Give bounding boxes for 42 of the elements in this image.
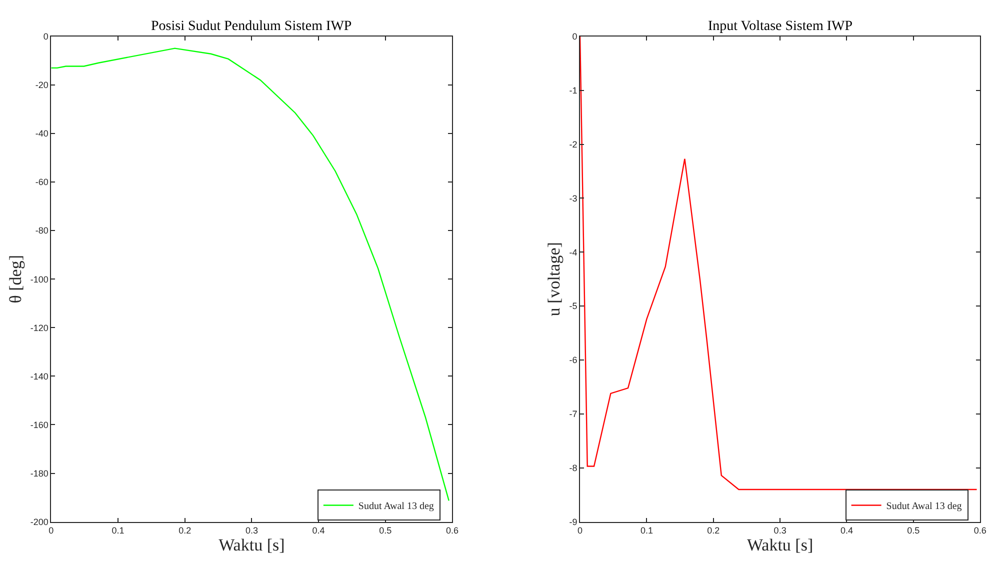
x-tick-label: 0.4 [312,526,325,536]
y-tick-label: -5 [569,301,578,312]
x-tick-label: 0.6 [974,526,986,536]
x-axis-title: Waktu [s] [218,536,285,555]
x-tick-label: 0.1 [640,526,653,536]
y-tick-label: -4 [569,247,578,258]
x-tick-label: 0.3 [245,526,258,536]
x-tick-label: 0.5 [907,526,920,536]
y-tick-label: -140 [30,371,48,382]
y-tick-label: -120 [30,322,48,333]
y-tick-label: -180 [30,468,48,478]
chart-title: Posisi Sudut Pendulum Sistem IWP [151,19,352,34]
y-tick-label: -60 [35,177,48,188]
y-tick-label: 0 [572,32,578,42]
y-axis-title: u [voltage] [544,242,564,316]
y-tick-label: -40 [35,128,48,139]
y-tick-label: -8 [569,463,578,474]
legend-label: Sudut Awal 13 deg [358,501,434,512]
chart-title: Input Voltase Sistem IWP [708,19,853,34]
y-tick-label: -9 [569,516,578,527]
y-axis-title: θ [deg] [6,254,25,304]
y-tick-label: -80 [35,226,48,236]
x-tick-label: 0.2 [707,526,720,536]
y-tick-label: -100 [30,274,48,284]
x-tick-label: 0.3 [774,526,786,536]
y-tick-label: -160 [30,420,48,430]
y-tick-label: -3 [569,193,578,204]
y-tick-label: -20 [35,80,48,90]
y-tick-label: -7 [569,409,578,420]
y-tick-label: -200 [30,516,48,527]
y-tick-label: -6 [569,355,578,366]
x-axis-title: Waktu [s] [746,536,814,555]
x-tick-label: 0.2 [178,526,192,536]
x-tick-label: 0.5 [379,526,392,536]
y-tick-label: -1 [569,85,578,96]
y-tick-label: -2 [569,139,578,150]
x-tick-label: 0.6 [446,526,458,536]
x-tick-label: 0.1 [112,526,124,536]
x-tick-label: 0.4 [840,526,853,536]
y-tick-label: 0 [43,32,48,42]
line-series [51,48,450,502]
legend-label: Sudut Awal 13 deg [886,501,962,512]
